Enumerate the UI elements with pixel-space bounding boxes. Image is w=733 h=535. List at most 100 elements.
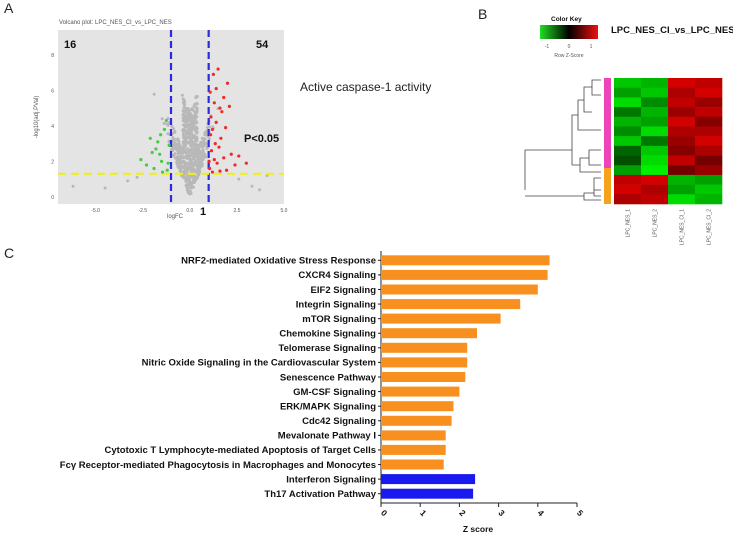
volcano-neutral-point xyxy=(194,155,198,159)
volcano-y-axis-label: -log10(adj.PVal) xyxy=(34,96,40,139)
volcano-neutral-point xyxy=(183,138,187,142)
volcano-up-point xyxy=(213,142,217,146)
volcano-neutral-point xyxy=(189,144,193,148)
volcano-up-point xyxy=(214,120,218,124)
volcano-neutral-point xyxy=(181,101,185,104)
heatmap-cell xyxy=(614,126,642,137)
volcano-neutral-point xyxy=(182,171,186,175)
volcano-neutral-point xyxy=(173,141,177,145)
volcano-up-point xyxy=(227,104,231,108)
volcano-neutral-point xyxy=(190,107,194,111)
volcano-up-point xyxy=(225,81,230,85)
heatmap-cell xyxy=(668,184,696,195)
heatmap-cell xyxy=(614,145,642,156)
volcano-neutral-point xyxy=(71,184,75,188)
volcano-down-point xyxy=(165,168,169,172)
bar-x-tick-label: 3 xyxy=(497,508,508,519)
volcano-neutral-point xyxy=(193,175,197,178)
volcano-title: Volcano plot: LPC_NES_CI_vs_LPC_NES xyxy=(59,20,172,26)
volcano-neutral-point xyxy=(183,163,187,167)
bar-category-label: Chemokine Signaling xyxy=(279,329,376,340)
volcano-down-point xyxy=(159,133,163,137)
volcano-neutral-point xyxy=(171,144,175,148)
heatmap-cell xyxy=(668,136,696,147)
volcano-y-tick-label: 8 xyxy=(51,53,54,59)
volcano-up-points xyxy=(207,67,248,174)
heatmap-cell xyxy=(641,136,669,147)
volcano-neutral-point xyxy=(160,117,164,121)
heatmap-cell xyxy=(695,116,723,127)
volcano-neutral-point xyxy=(190,152,194,156)
volcano-neutral-point xyxy=(188,148,192,152)
volcano-neutral-point xyxy=(187,109,191,113)
volcano-neutral-point xyxy=(185,147,189,151)
bar-category-label: NRF2-mediated Oxidative Stress Response xyxy=(181,256,376,267)
bar-category-label: Cdc42 Signaling xyxy=(302,416,376,427)
heatmap-cell xyxy=(668,174,696,185)
bar xyxy=(381,401,454,412)
bar xyxy=(381,415,452,426)
color-key-gradient xyxy=(540,25,598,39)
volcano-neutral-point xyxy=(194,161,198,164)
volcano-neutral-point xyxy=(177,155,181,159)
volcano-neutral-point xyxy=(178,168,182,172)
bar-category-label: CXCR4 Signaling xyxy=(298,270,376,281)
volcano-up-point xyxy=(237,154,241,158)
volcano-up-point xyxy=(244,161,248,165)
color-key-tick-neg: -1 xyxy=(545,44,550,50)
volcano-neutral-point xyxy=(196,175,200,179)
volcano-down-point xyxy=(164,118,168,123)
volcano-neutral-point xyxy=(187,163,191,167)
volcano-up-point xyxy=(218,106,222,110)
heatmap-cell xyxy=(668,97,696,108)
heatmap-cell xyxy=(641,165,669,176)
volcano-up-point xyxy=(216,67,220,71)
volcano-neutral-point xyxy=(182,136,186,140)
heatmap-cell xyxy=(695,194,723,205)
volcano-down-point xyxy=(158,152,162,156)
volcano-y-tick-label: 2 xyxy=(51,159,54,165)
volcano-up-point xyxy=(211,72,215,76)
heatmap-cell xyxy=(641,107,669,118)
heatmap-cell xyxy=(668,126,696,137)
volcano-neutral-point xyxy=(183,144,187,148)
volcano-neutral-point xyxy=(176,137,180,141)
volcano-neutral-point xyxy=(172,137,176,141)
volcano-neutral-point xyxy=(181,148,185,152)
heatmap-column-label: LPC_NES_CI_1 xyxy=(680,209,686,245)
volcano-neutral-point xyxy=(167,139,171,143)
up-count-label: 54 xyxy=(256,39,269,51)
volcano-neutral-point xyxy=(183,123,187,127)
bar-category-label: Cytotoxic T Lymphocyte-mediated Apoptosi… xyxy=(105,445,377,456)
bar xyxy=(381,357,468,368)
heatmap-cell xyxy=(668,107,696,118)
volcano-neutral-point xyxy=(186,191,190,195)
volcano-down-point xyxy=(166,161,170,165)
volcano-up-point xyxy=(218,169,222,173)
heatmap-cell xyxy=(641,78,669,88)
volcano-down-point xyxy=(162,127,167,132)
bar-category-label: Senescence Pathway xyxy=(280,372,377,383)
down-count-label: 16 xyxy=(64,39,76,51)
volcano-neutral-point xyxy=(197,162,201,166)
volcano-neutral-point xyxy=(196,168,200,172)
bar-x-tick-label: 5 xyxy=(575,508,586,519)
heatmap-cell xyxy=(614,97,642,108)
volcano-up-point xyxy=(224,126,228,130)
volcano-neutral-point xyxy=(196,150,200,154)
bar-x-tick-label: 0 xyxy=(379,508,390,519)
volcano-neutral-point xyxy=(180,165,184,169)
bar-category-label: GM-CSF Signaling xyxy=(293,387,376,398)
bar-category-label: ERK/MAPK Signaling xyxy=(280,401,376,412)
volcano-neutral-point xyxy=(188,119,192,123)
volcano-neutral-point xyxy=(190,140,193,144)
volcano-up-point xyxy=(212,101,216,105)
volcano-neutral-point xyxy=(191,166,195,170)
heatmap-cell xyxy=(668,116,696,127)
volcano-neutral-point xyxy=(190,175,194,179)
volcano-up-point xyxy=(207,159,211,163)
volcano-neutral-point xyxy=(197,159,201,163)
volcano-neutral-point xyxy=(237,177,241,181)
volcano-x-tick-label: 0.0 xyxy=(186,208,193,214)
volcano-neutral-point xyxy=(189,127,193,131)
